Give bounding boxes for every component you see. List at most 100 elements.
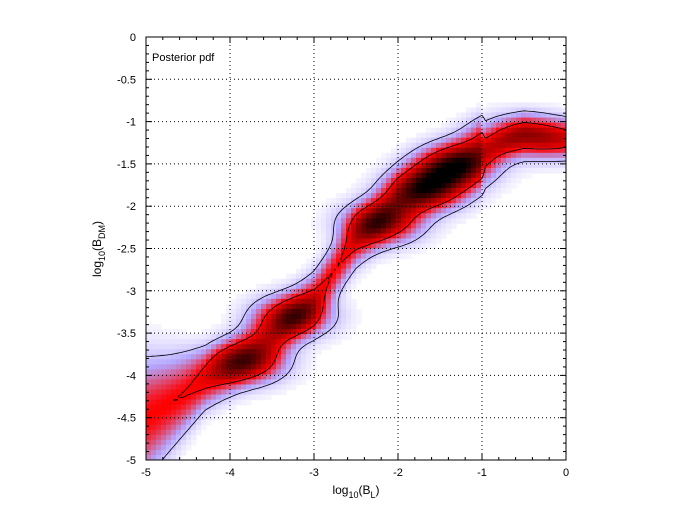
heatmap-cell (441, 203, 447, 209)
heatmap-cell (541, 137, 547, 144)
heatmap-cell (506, 102, 512, 109)
heatmap-cell (271, 369, 277, 375)
heatmap-cell (311, 344, 317, 350)
heatmap-cell (371, 172, 377, 179)
heatmap-cell (451, 132, 457, 139)
heatmap-cell (406, 167, 412, 174)
heatmap-cell (331, 324, 337, 330)
heatmap-cell (361, 228, 367, 234)
heatmap-cell (306, 329, 312, 335)
heatmap-cell (261, 334, 267, 340)
heatmap-cell (341, 278, 347, 285)
heatmap-cell (161, 359, 167, 365)
heatmap-cell (281, 359, 287, 365)
y-tick-label: -1.5 (117, 159, 136, 171)
heatmap-cell (456, 162, 462, 169)
heatmap-cell (466, 152, 472, 159)
heatmap-cell (196, 359, 202, 365)
heatmap-cell (411, 203, 417, 209)
heatmap-cell (416, 223, 422, 229)
heatmap-cell (246, 384, 252, 391)
heatmap-cell (206, 419, 212, 426)
heatmap-cell (356, 313, 362, 320)
heatmap-cell (291, 288, 297, 295)
heatmap-cell (426, 147, 432, 154)
heatmap-cell (286, 293, 292, 300)
heatmap-cell (266, 374, 272, 381)
heatmap-cell (236, 303, 242, 310)
heatmap-cell (171, 414, 177, 421)
heatmap-cell (181, 339, 187, 345)
heatmap-cell (336, 243, 342, 250)
heatmap-cell (561, 162, 566, 169)
y-tick-label: -2 (126, 201, 136, 213)
heatmap-cell (346, 313, 352, 320)
heatmap-cell (291, 349, 297, 355)
heatmap-cell (466, 127, 472, 134)
heatmap-cell (386, 218, 392, 224)
heatmap-cell (551, 147, 557, 154)
heatmap-cell (156, 354, 162, 360)
heatmap-cell (336, 258, 342, 265)
heatmap-cell (331, 319, 337, 325)
heatmap-cell (171, 334, 177, 340)
heatmap-cell (501, 137, 507, 144)
heatmap-cell (296, 308, 302, 315)
heatmap-cell (241, 354, 247, 360)
heatmap-cell (511, 112, 517, 119)
heatmap-cell (276, 359, 282, 365)
heatmap-cell (181, 424, 187, 431)
heatmap-cell (316, 253, 322, 260)
heatmap-cell (231, 324, 237, 330)
heatmap-cell (411, 178, 417, 184)
heatmap-cell (186, 339, 192, 345)
heatmap-cell (256, 319, 262, 325)
heatmap-cell (186, 409, 192, 416)
heatmap-cell (321, 313, 327, 320)
heatmap-cell (306, 324, 312, 330)
heatmap-cell (181, 379, 187, 386)
heatmap-cell (471, 193, 477, 199)
heatmap-cell (301, 293, 307, 300)
heatmap-cell (256, 354, 262, 360)
heatmap-cell (536, 137, 542, 144)
heatmap-cell (221, 344, 227, 350)
heatmap-cell (306, 369, 312, 375)
heatmap-cell (521, 147, 527, 154)
heatmap-cell (351, 228, 357, 234)
heatmap-cell (326, 288, 332, 295)
heatmap-cell (391, 243, 397, 250)
heatmap-cell (331, 308, 337, 315)
heatmap-cell (246, 319, 252, 325)
heatmap-cell (536, 152, 542, 159)
heatmap-cell (321, 288, 327, 295)
heatmap-cell (346, 268, 352, 275)
heatmap-cell (156, 364, 162, 370)
heatmap-cell (386, 258, 392, 265)
y-axis-title-base-sub: 10 (97, 251, 107, 261)
heatmap-cell (351, 193, 357, 199)
heatmap-cell (436, 162, 442, 169)
heatmap-cell (311, 263, 317, 270)
heatmap-cell (541, 152, 547, 159)
heatmap-cell (456, 112, 462, 119)
heatmap-cell (536, 122, 542, 129)
heatmap-cell (206, 344, 212, 350)
heatmap-cell (296, 359, 302, 365)
heatmap-cell (471, 178, 477, 184)
heatmap-cell (291, 278, 297, 285)
heatmap-cell (261, 384, 267, 391)
heatmap-cell (446, 218, 452, 224)
heatmap-cell (546, 142, 552, 149)
heatmap-cell (276, 313, 282, 320)
heatmap-cell (196, 399, 202, 406)
heatmap-cell (436, 142, 442, 149)
heatmap-cell (241, 394, 247, 401)
heatmap-cell (546, 157, 552, 164)
heatmap-cell (506, 132, 512, 139)
heatmap-cell (146, 409, 152, 416)
heatmap-cell (381, 253, 387, 260)
heatmap-cell (451, 127, 457, 134)
heatmap-cell (371, 203, 377, 209)
heatmap-cell (241, 319, 247, 325)
